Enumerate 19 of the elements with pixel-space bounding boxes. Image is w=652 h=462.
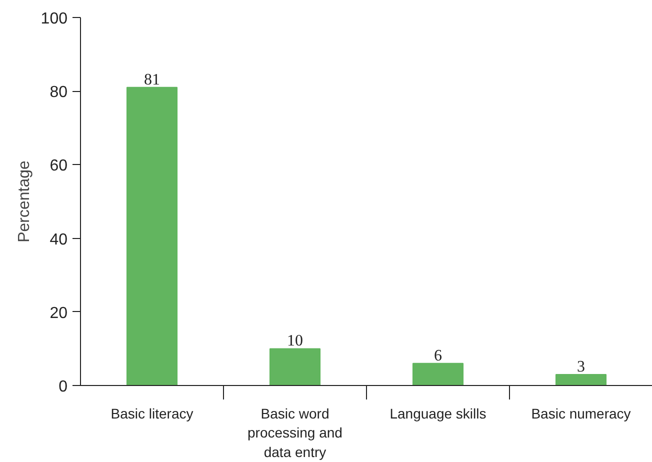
y-tick-label: 60 — [50, 158, 68, 175]
y-axis-title: Percentage — [16, 160, 33, 242]
x-tick-label: Language skills — [390, 406, 486, 422]
x-tick-label: Basic word processing and data entry — [248, 406, 342, 460]
bar — [126, 86, 178, 386]
y-tick-label: 80 — [50, 84, 68, 102]
y-tick-label: 20 — [50, 304, 68, 322]
data-label: 10 — [287, 332, 303, 350]
y-tick-label: 100 — [40, 10, 68, 28]
bar — [555, 374, 607, 386]
data-label: 81 — [144, 71, 160, 88]
bar — [269, 348, 321, 386]
data-label: 6 — [434, 347, 442, 364]
bar — [412, 362, 464, 386]
data-label: 3 — [577, 358, 585, 376]
x-tick-label: Basic numeracy — [531, 406, 631, 422]
y-tick-label: 0 — [58, 378, 68, 396]
x-tick-label: Basic literacy — [110, 406, 194, 422]
y-tick-label: 40 — [50, 231, 68, 248]
